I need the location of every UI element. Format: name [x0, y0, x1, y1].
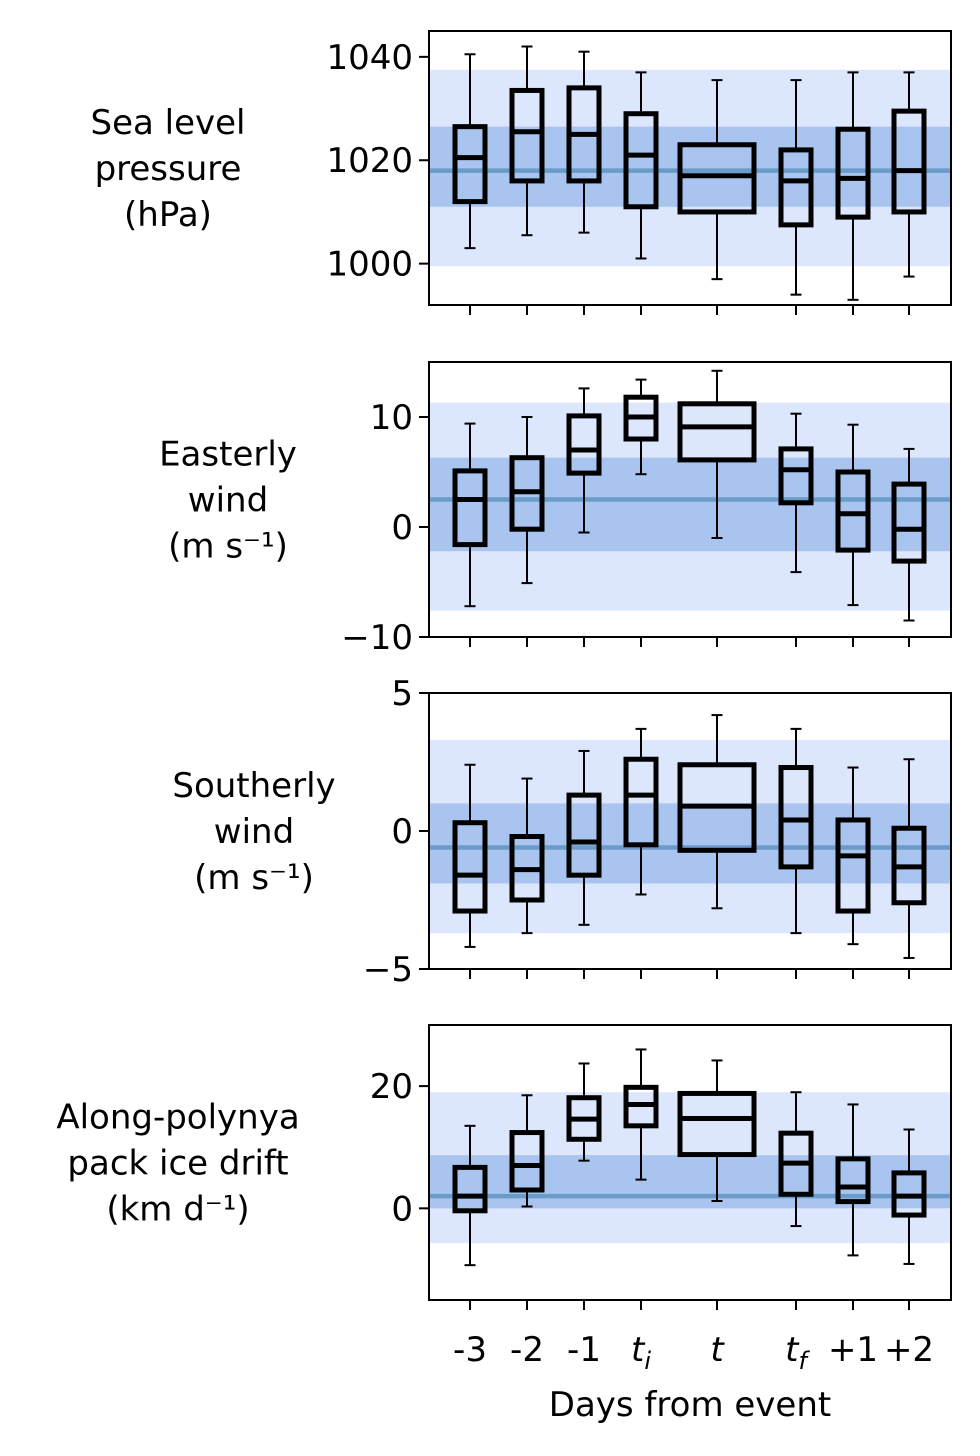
x-category-label: -3	[453, 1330, 487, 1370]
row-label-line: (hPa)	[124, 195, 212, 235]
box-3	[566, 387, 602, 534]
box-body	[509, 1130, 545, 1193]
box-body	[509, 87, 545, 184]
row-label-line: (km d⁻¹)	[106, 1190, 249, 1230]
box-body	[566, 792, 602, 878]
box-body	[835, 126, 871, 220]
box-4	[623, 1048, 659, 1181]
box-2	[509, 45, 545, 237]
row-label-line: Sea level	[91, 103, 246, 143]
box-7	[835, 1103, 871, 1257]
box-2	[509, 777, 545, 935]
y-tick-label: 5	[391, 674, 413, 714]
row-label-line: pressure	[95, 149, 242, 189]
panel-2: −10 0 10 Easterly wind (m s⁻¹)	[159, 361, 952, 658]
box-body	[452, 124, 488, 205]
box-5	[677, 79, 757, 281]
box-6	[778, 1091, 814, 1228]
box-body	[891, 108, 927, 215]
box-1	[452, 53, 488, 250]
climatology-iqr-band	[429, 457, 951, 552]
box-4	[623, 71, 659, 260]
x-category-label: +1	[828, 1330, 878, 1370]
x-category-label: -1	[567, 1330, 601, 1370]
y-tick-label: −5	[363, 950, 413, 990]
box-body	[835, 469, 871, 553]
x-category-label: t	[710, 1330, 725, 1370]
box-6	[778, 412, 814, 574]
box-5	[677, 369, 757, 539]
box-1	[452, 763, 488, 948]
climatology-iqr-band	[429, 1155, 951, 1209]
row-label-line: (m s⁻¹)	[168, 527, 288, 567]
row-label-line: pack ice drift	[67, 1144, 288, 1184]
box-body	[623, 111, 659, 210]
box-2	[509, 1094, 545, 1208]
box-3	[566, 50, 602, 234]
y-tick-label: −10	[341, 618, 413, 658]
box-4	[623, 378, 659, 476]
box-5	[677, 1059, 757, 1202]
box-body	[835, 817, 871, 914]
box-body	[677, 142, 757, 215]
axes-frame	[428, 1024, 952, 1301]
box-body	[891, 481, 927, 564]
y-tick-label: 0	[391, 508, 413, 548]
box-body	[623, 756, 659, 848]
y-tick-label: 10	[370, 398, 413, 438]
box-1	[452, 1124, 488, 1267]
y-tick-label: 1000	[326, 245, 413, 285]
box-7	[835, 71, 871, 301]
axes-frame	[428, 361, 952, 638]
box-body	[778, 446, 814, 506]
row-label-line: wind	[214, 812, 294, 852]
box-6	[778, 727, 814, 935]
box-body	[566, 413, 602, 476]
panel-3: −5 0 5 Southerly wind (m s⁻¹)	[172, 674, 952, 990]
box-body	[677, 1090, 757, 1158]
panel-1: 1000 1020 1040 Sea level pressure (hPa)	[91, 30, 952, 315]
box-7	[835, 423, 871, 607]
row-label-line: Easterly	[159, 435, 297, 475]
x-category-label: -2	[510, 1330, 544, 1370]
box-3	[566, 1062, 602, 1162]
box-3	[566, 749, 602, 926]
box-body	[835, 1156, 871, 1205]
row-label-line: Southerly	[172, 766, 335, 806]
x-category-label: +2	[884, 1330, 934, 1370]
y-tick-label: 1040	[326, 38, 413, 78]
box-1	[452, 422, 488, 608]
box-5	[677, 714, 757, 910]
axes-frame	[428, 30, 952, 306]
x-category-label: tf	[785, 1330, 810, 1375]
y-tick-label: 0	[391, 1189, 413, 1229]
panel-4: 0 20 Along-polynya pack ice drift (km d⁻¹)	[56, 1024, 952, 1310]
box-6	[778, 79, 814, 296]
box-body	[778, 765, 814, 870]
box-2	[509, 416, 545, 585]
row-label-line: wind	[188, 481, 268, 521]
row-label-line: Along-polynya	[56, 1098, 299, 1138]
box-8	[891, 71, 927, 278]
climatology-iqr-band	[429, 126, 951, 207]
box-body	[452, 820, 488, 914]
box-8	[891, 447, 927, 622]
box-body	[778, 147, 814, 228]
box-8	[891, 1128, 927, 1265]
box-7	[835, 766, 871, 946]
row-label-line: (m s⁻¹)	[194, 858, 314, 898]
box-4	[623, 727, 659, 896]
x-category-label: ti	[631, 1330, 651, 1375]
climatology-iqr-band	[429, 803, 951, 884]
box-8	[891, 758, 927, 959]
box-body	[452, 1164, 488, 1214]
box-body	[452, 468, 488, 548]
y-tick-label: 1020	[326, 141, 413, 181]
box-body	[677, 401, 757, 463]
y-tick-label: 20	[370, 1067, 413, 1107]
y-tick-label: 0	[391, 812, 413, 852]
x-axis-title: Days from event	[549, 1385, 831, 1425]
